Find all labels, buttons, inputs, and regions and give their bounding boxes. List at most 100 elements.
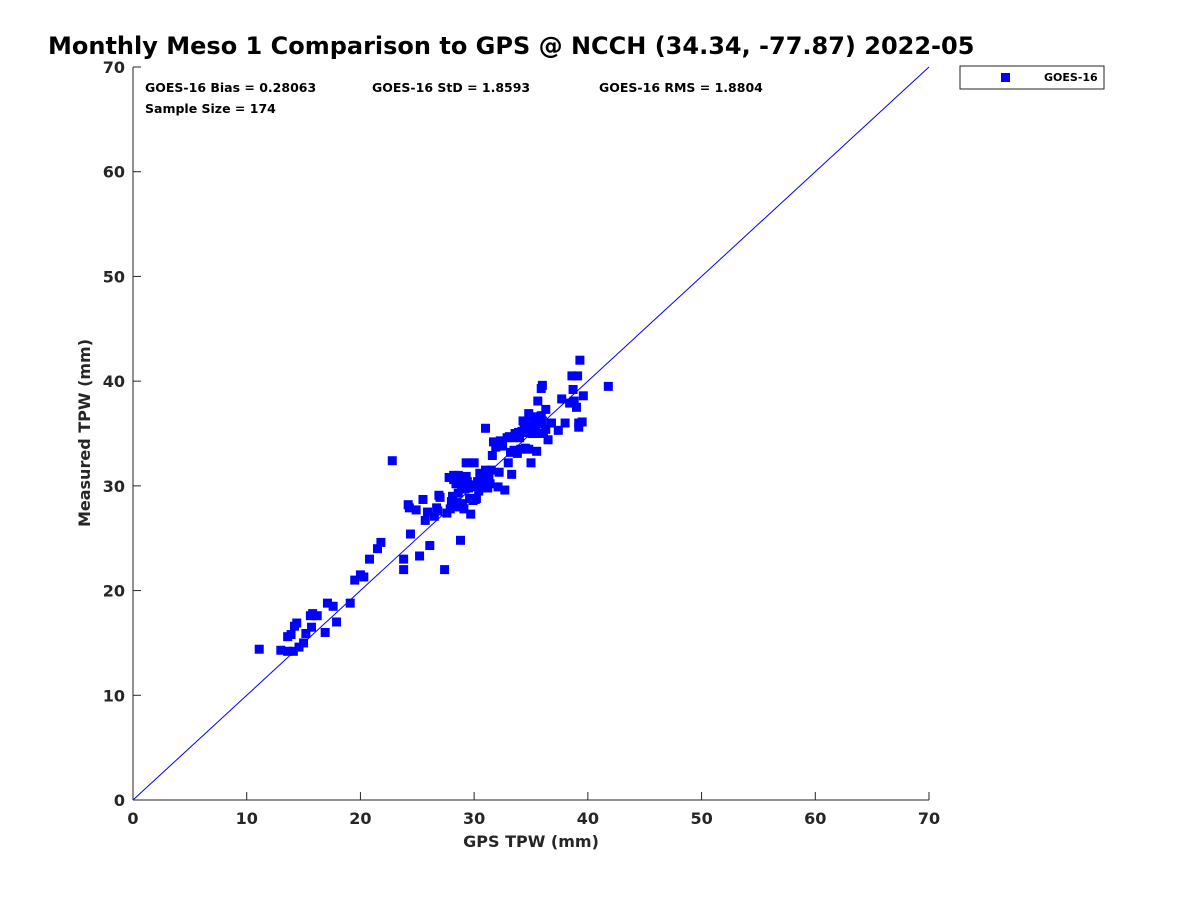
data-point [425, 541, 435, 551]
data-point [276, 645, 286, 655]
data-point [481, 423, 491, 433]
data-point [484, 474, 494, 484]
data-point [498, 441, 508, 451]
data-point [444, 472, 454, 482]
data-point [569, 396, 579, 406]
x-tick-label: 70 [918, 809, 940, 828]
x-tick-label: 10 [236, 809, 258, 828]
y-tick-label: 20 [103, 582, 125, 601]
x-tick-label: 0 [127, 809, 138, 828]
data-point [567, 371, 577, 381]
data-point [446, 497, 456, 507]
data-point [320, 627, 330, 637]
data-point [537, 380, 547, 390]
data-point [307, 622, 317, 632]
data-point [478, 483, 488, 493]
data-point [365, 554, 375, 564]
data-point [546, 418, 556, 428]
data-point [328, 601, 338, 611]
legend: GOES-16 [959, 65, 1105, 90]
data-point [603, 381, 613, 391]
data-point [299, 638, 309, 648]
data-point [455, 535, 465, 545]
data-point [571, 402, 581, 412]
data-point [543, 435, 553, 445]
data-point [376, 537, 386, 547]
data-point [345, 598, 355, 608]
data-point [288, 646, 298, 656]
y-tick-label: 40 [103, 372, 125, 391]
data-point [332, 617, 342, 627]
data-point [399, 554, 409, 564]
data-point [541, 424, 551, 434]
legend-box [959, 65, 1105, 90]
data-point [423, 507, 433, 517]
data-point [537, 416, 547, 426]
data-point [574, 418, 584, 428]
data-point [486, 465, 496, 475]
data-point [404, 503, 414, 513]
data-point [292, 618, 302, 628]
data-point [462, 477, 472, 487]
data-point [399, 565, 409, 575]
data-point [283, 646, 293, 656]
data-point [453, 488, 463, 498]
data-point [475, 468, 485, 478]
y-tick-label: 50 [103, 267, 125, 286]
y-tick-label: 0 [114, 791, 125, 810]
data-point [415, 551, 425, 561]
data-point [372, 544, 382, 554]
data-point [469, 458, 479, 468]
data-point [578, 391, 588, 401]
data-point [322, 598, 332, 608]
data-point [458, 499, 468, 509]
data-point [420, 515, 430, 525]
data-point [294, 642, 304, 652]
data-point [454, 478, 464, 488]
data-point [573, 371, 583, 381]
data-point [493, 482, 503, 492]
data-point [536, 411, 546, 421]
data-point [461, 471, 471, 481]
data-point [575, 355, 585, 365]
y-tick-label: 30 [103, 477, 125, 496]
data-point [517, 426, 527, 436]
data-point [449, 470, 459, 480]
data-point [435, 492, 445, 502]
bias-stat: GOES-16 Bias = 0.28063 [145, 80, 316, 95]
data-point [461, 458, 471, 468]
sample-size-stat: Sample Size = 174 [145, 101, 276, 116]
data-point [532, 446, 542, 456]
data-point [553, 425, 563, 435]
data-point [495, 436, 505, 446]
x-axis-label: GPS TPW (mm) [463, 832, 599, 851]
data-point [405, 529, 415, 539]
data-point [482, 466, 492, 476]
data-point [283, 632, 293, 642]
data-point [478, 474, 488, 484]
legend-marker [1001, 73, 1010, 82]
data-point [528, 414, 538, 424]
x-tick-label: 60 [804, 809, 826, 828]
data-point [494, 467, 504, 477]
legend-label: GOES-16 [1044, 71, 1098, 84]
data-point [418, 494, 428, 504]
x-tick-label: 20 [349, 809, 371, 828]
data-point [433, 506, 443, 516]
data-point [533, 396, 543, 406]
data-point [491, 442, 501, 452]
data-point [350, 575, 360, 585]
data-point [359, 572, 369, 582]
data-point [429, 511, 439, 521]
data-point [448, 491, 458, 501]
data-point [466, 509, 476, 519]
x-tick-label: 50 [690, 809, 712, 828]
data-point [463, 483, 473, 493]
data-point [568, 385, 578, 395]
x-tick-label: 40 [577, 809, 599, 828]
data-point [301, 629, 311, 639]
data-point [500, 485, 510, 495]
chart-title: Monthly Meso 1 Comparison to GPS @ NCCH … [48, 32, 974, 60]
x-tick-label: 30 [463, 809, 485, 828]
